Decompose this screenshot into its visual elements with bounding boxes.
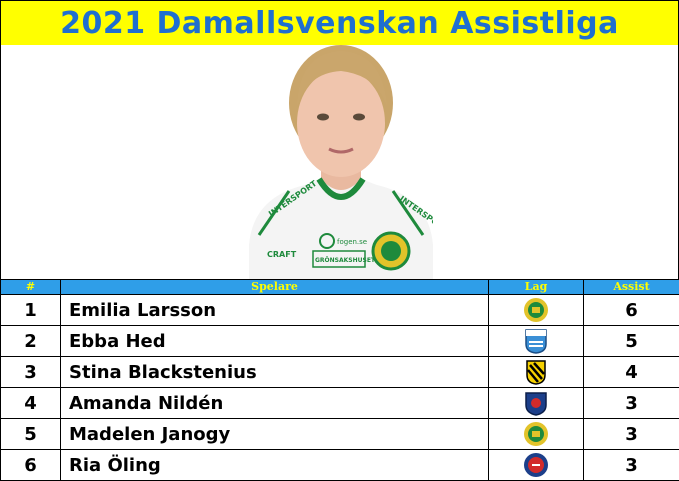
hacken-crest-icon bbox=[526, 360, 546, 385]
assist-count-cell: 6 bbox=[583, 294, 679, 326]
rank-cell: 5 bbox=[0, 418, 61, 450]
assist-count-cell: 3 bbox=[583, 387, 679, 419]
team-cell bbox=[488, 418, 584, 450]
rank-cell: 3 bbox=[0, 356, 61, 388]
player-name-cell: Ebba Hed bbox=[60, 325, 489, 357]
rank-cell: 4 bbox=[0, 387, 61, 419]
rank-cell: 1 bbox=[0, 294, 61, 326]
page-title: 2021 Damallsvenskan Assistliga bbox=[60, 5, 619, 41]
assist-count-cell: 3 bbox=[583, 449, 679, 481]
header-player: Spelare bbox=[60, 279, 489, 295]
table-row: 1 Emilia Larsson 6 bbox=[0, 294, 679, 326]
eskilstuna-crest-icon bbox=[525, 392, 547, 416]
team-cell bbox=[488, 449, 584, 481]
assist-count-cell: 5 bbox=[583, 325, 679, 357]
photo-area: INTERSPORT INTERSPORT fogen.se CRAFT GRÖ… bbox=[0, 45, 679, 279]
assist-count-cell: 4 bbox=[583, 356, 679, 388]
rank-cell: 6 bbox=[0, 449, 61, 481]
team-cell bbox=[488, 325, 584, 357]
header-assist: Assist bbox=[583, 279, 679, 295]
table-row: 3 Stina Blackstenius 4 bbox=[0, 356, 679, 388]
sponsor-fogen: fogen.se bbox=[337, 238, 367, 246]
player-name-cell: Emilia Larsson bbox=[60, 294, 489, 326]
table-row: 5 Madelen Janogy 3 bbox=[0, 418, 679, 450]
table-row: 2 Ebba Hed 5 bbox=[0, 325, 679, 357]
sponsor-craft: CRAFT bbox=[267, 250, 297, 259]
header-rank: # bbox=[0, 279, 61, 295]
header-team: Lag bbox=[488, 279, 584, 295]
table-header-row: # Spelare Lag Assist bbox=[0, 279, 679, 295]
assist-count-cell: 3 bbox=[583, 418, 679, 450]
player-name-cell: Madelen Janogy bbox=[60, 418, 489, 450]
table-row: 6 Ria Öling 3 bbox=[0, 449, 679, 481]
player-name-cell: Amanda Nildén bbox=[60, 387, 489, 419]
table-row: 4 Amanda Nildén 3 bbox=[0, 387, 679, 419]
sponsor-gronsakshuset: GRÖNSAKSHUSET bbox=[315, 257, 376, 264]
player-portrait: INTERSPORT INTERSPORT fogen.se CRAFT GRÖ… bbox=[249, 45, 433, 279]
title-banner: 2021 Damallsvenskan Assistliga bbox=[0, 0, 679, 46]
rosengard-crest-icon bbox=[524, 453, 548, 477]
hammarby-crest-icon bbox=[524, 298, 548, 322]
assist-table: # Spelare Lag Assist 1 Emilia Larsson 6 … bbox=[0, 279, 679, 481]
hammarby-crest-icon bbox=[524, 422, 548, 446]
team-cell bbox=[488, 356, 584, 388]
team-cell bbox=[488, 387, 584, 419]
player-name-cell: Ria Öling bbox=[60, 449, 489, 481]
player-name-cell: Stina Blackstenius bbox=[60, 356, 489, 388]
rank-cell: 2 bbox=[0, 325, 61, 357]
team-cell bbox=[488, 294, 584, 326]
vittsjo-crest-icon bbox=[525, 329, 547, 354]
